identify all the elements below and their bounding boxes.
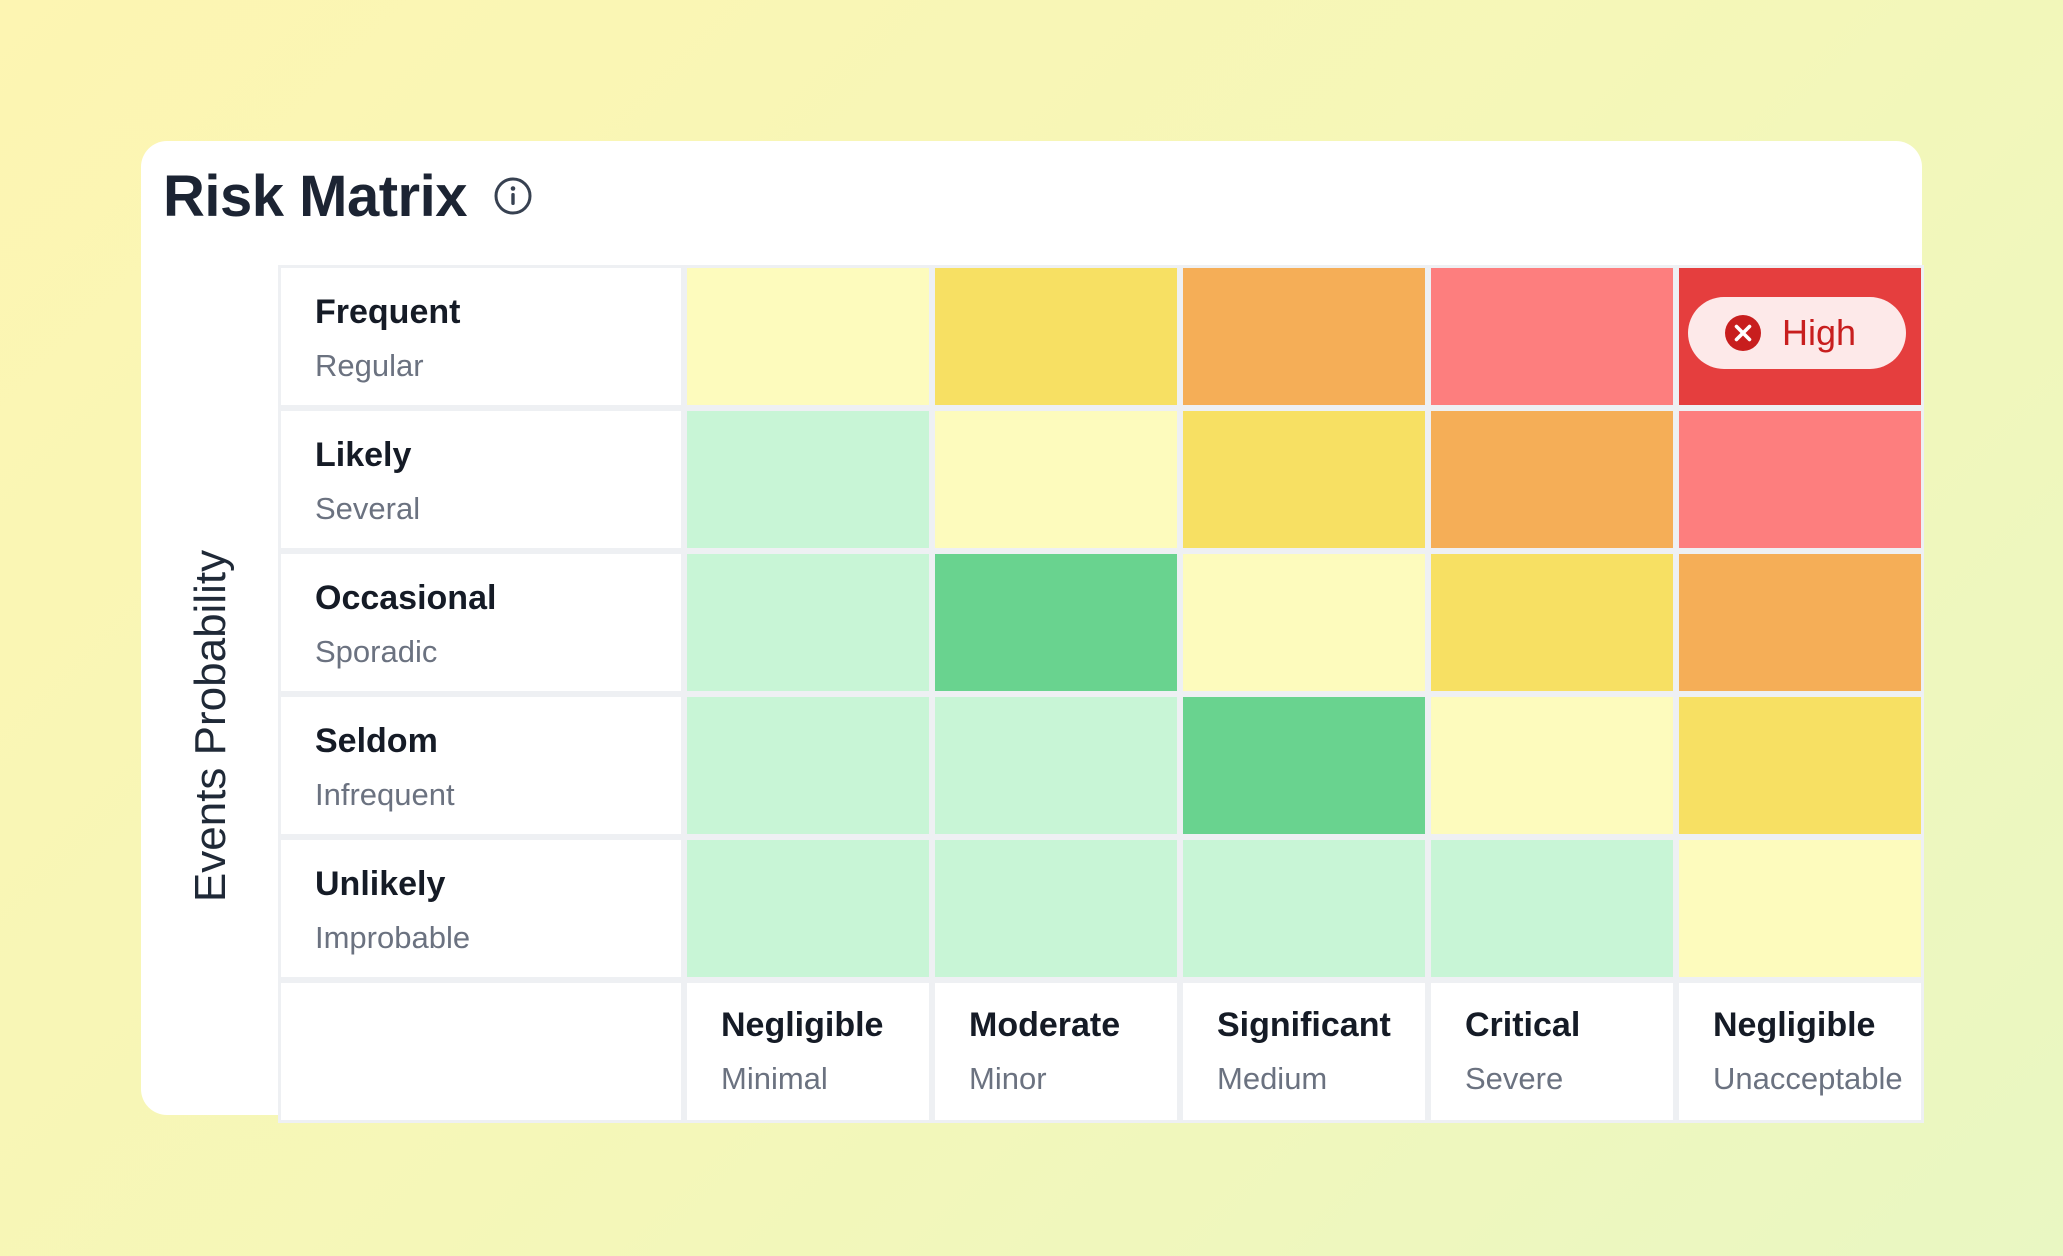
risk-level-label: High xyxy=(1782,312,1857,353)
page-title: Risk Matrix xyxy=(163,163,467,229)
row-label-frequent: Frequent Regular xyxy=(281,268,681,405)
row-label-title: Frequent xyxy=(315,293,461,331)
y-axis-title: Events Probability xyxy=(186,549,236,903)
matrix-cell-r1-c2[interactable] xyxy=(1183,411,1425,548)
matrix-cell-r3-c3[interactable] xyxy=(1431,697,1673,834)
info-icon[interactable] xyxy=(493,176,533,216)
matrix-corner xyxy=(281,983,681,1120)
row-label-title: Seldom xyxy=(315,722,438,760)
matrix-cell-r1-c1[interactable] xyxy=(935,411,1177,548)
matrix-cell-r2-c4[interactable] xyxy=(1679,554,1921,691)
row-label-occasional: Occasional Sporadic xyxy=(281,554,681,691)
row-label-subtitle: Infrequent xyxy=(315,777,455,812)
matrix-cell-r1-c4[interactable] xyxy=(1679,411,1921,548)
x-circle-icon xyxy=(1724,314,1762,352)
matrix-cell-r0-c4[interactable]: High xyxy=(1679,268,1921,405)
risk-matrix-grid: Frequent Regular High Likely Several Occasion… xyxy=(278,265,1924,1123)
matrix-cell-r3-c2[interactable] xyxy=(1183,697,1425,834)
row-label-title: Occasional xyxy=(315,579,497,617)
matrix-cell-r4-c4[interactable] xyxy=(1679,840,1921,977)
row-label-subtitle: Several xyxy=(315,491,421,526)
matrix-cell-r3-c0[interactable] xyxy=(687,697,929,834)
column-label-title: Critical xyxy=(1465,1006,1581,1044)
matrix-cell-r0-c2[interactable] xyxy=(1183,268,1425,405)
matrix-cell-r2-c0[interactable] xyxy=(687,554,929,691)
column-label-title: Significant xyxy=(1217,1006,1391,1044)
matrix-cell-r1-c0[interactable] xyxy=(687,411,929,548)
row-label-likely: Likely Several xyxy=(281,411,681,548)
column-label-subtitle: Minor xyxy=(969,1061,1047,1096)
y-axis-label: Events Probability xyxy=(171,406,251,1046)
column-label-4: Critical Severe xyxy=(1431,983,1673,1120)
matrix-cell-r2-c1[interactable] xyxy=(935,554,1177,691)
column-label-title: Negligible xyxy=(721,1006,884,1044)
column-label-subtitle: Severe xyxy=(1465,1061,1564,1096)
column-label-title: Negligible xyxy=(1713,1006,1876,1044)
matrix-cell-r0-c0[interactable] xyxy=(687,268,929,405)
matrix-cell-r1-c3[interactable] xyxy=(1431,411,1673,548)
matrix-cell-r0-c1[interactable] xyxy=(935,268,1177,405)
row-label-subtitle: Sporadic xyxy=(315,634,438,669)
column-label-1: Negligible Minimal xyxy=(687,983,929,1120)
matrix-cell-r0-c3[interactable] xyxy=(1431,268,1673,405)
row-label-subtitle: Improbable xyxy=(315,920,471,955)
column-label-subtitle: Minimal xyxy=(721,1061,828,1096)
row-label-subtitle: Regular xyxy=(315,348,424,383)
matrix-cell-r3-c1[interactable] xyxy=(935,697,1177,834)
matrix-cell-r3-c4[interactable] xyxy=(1679,697,1921,834)
column-label-subtitle: Medium xyxy=(1217,1061,1328,1096)
row-label-title: Unlikely xyxy=(315,865,446,903)
row-label-seldom: Seldom Infrequent xyxy=(281,697,681,834)
column-label-3: Significant Medium xyxy=(1183,983,1425,1120)
column-label-2: Moderate Minor xyxy=(935,983,1177,1120)
card-header: Risk Matrix xyxy=(163,151,533,241)
row-label-unlikely: Unlikely Improbable xyxy=(281,840,681,977)
row-label-title: Likely xyxy=(315,436,412,474)
risk-level-badge[interactable]: High xyxy=(1688,297,1906,369)
column-label-title: Moderate xyxy=(969,1006,1121,1044)
matrix-cell-r4-c1[interactable] xyxy=(935,840,1177,977)
matrix-cell-r4-c3[interactable] xyxy=(1431,840,1673,977)
matrix-cell-r4-c0[interactable] xyxy=(687,840,929,977)
column-label-subtitle: Unacceptable xyxy=(1713,1061,1903,1096)
column-label-5: Negligible Unacceptable xyxy=(1679,983,1921,1120)
matrix-cell-r4-c2[interactable] xyxy=(1183,840,1425,977)
risk-matrix-card: Risk Matrix Events Probability Frequent R… xyxy=(141,141,1924,1123)
matrix-cell-r2-c3[interactable] xyxy=(1431,554,1673,691)
matrix-cell-r2-c2[interactable] xyxy=(1183,554,1425,691)
